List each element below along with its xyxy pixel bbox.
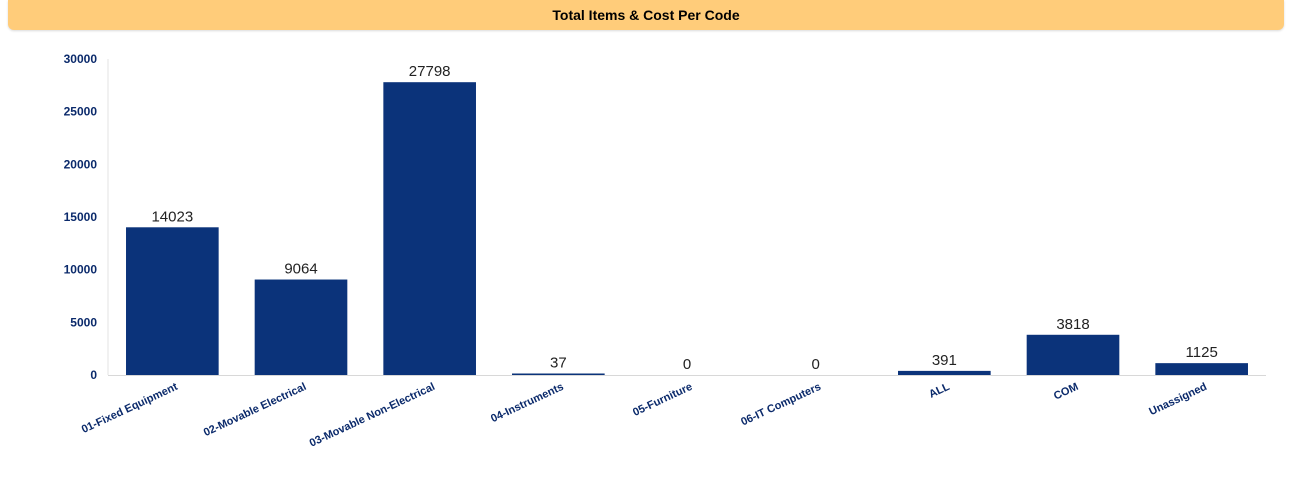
chart-header: Total Items & Cost Per Code [8, 0, 1284, 30]
x-tick-label: Unassigned [1147, 381, 1209, 418]
y-tick-label: 0 [90, 368, 97, 382]
y-tick-label: 10000 [64, 263, 98, 277]
x-tick-label: 02-Movable Electrical [202, 381, 308, 439]
bar-04-instruments[interactable] [512, 373, 605, 376]
bar-com[interactable] [1026, 334, 1120, 375]
x-tick-label: 01-Fixed Equipment [80, 381, 180, 436]
chart-title: Total Items & Cost Per Code [552, 7, 740, 23]
data-label: 391 [932, 352, 957, 369]
bar-02-movable-electrical[interactable] [254, 279, 348, 375]
x-tick-label: 04-Instruments [489, 381, 566, 425]
bar-03-movable-non-electrical[interactable] [383, 82, 476, 375]
y-tick-label: 30000 [64, 52, 98, 66]
bar-all[interactable] [898, 370, 991, 375]
x-tick-label: 03-Movable Non-Electrical [308, 381, 437, 450]
data-label: 27798 [409, 63, 451, 80]
data-labels: 14023 9064 27798 37 0 0 391 3818 1125 [151, 63, 1217, 373]
y-tick-label: 5000 [70, 315, 97, 329]
x-axis: 01-Fixed Equipment 02-Movable Electrical 0… [80, 375, 1266, 450]
y-tick-label: 20000 [64, 157, 98, 171]
y-tick-label: 15000 [64, 210, 98, 224]
data-label: 9064 [284, 261, 317, 278]
x-tick-label: 05-Furniture [631, 381, 694, 419]
bars [126, 82, 1248, 375]
data-label: 0 [683, 356, 691, 373]
data-label: 14023 [151, 208, 193, 225]
data-label: 3818 [1056, 316, 1089, 333]
data-label: 37 [550, 355, 567, 372]
y-axis: 0 5000 10000 15000 20000 25000 30000 [64, 52, 109, 382]
y-tick-label: 25000 [64, 105, 98, 119]
data-label: 0 [811, 356, 819, 373]
x-tick-label: COM [1052, 381, 1080, 403]
x-tick-label: 06-IT Computers [739, 381, 823, 429]
x-tick-label: ALL [927, 381, 952, 401]
data-label: 1125 [1186, 344, 1218, 361]
bar-unassigned[interactable] [1155, 363, 1248, 375]
bar-01-fixed-equipment[interactable] [126, 227, 219, 375]
